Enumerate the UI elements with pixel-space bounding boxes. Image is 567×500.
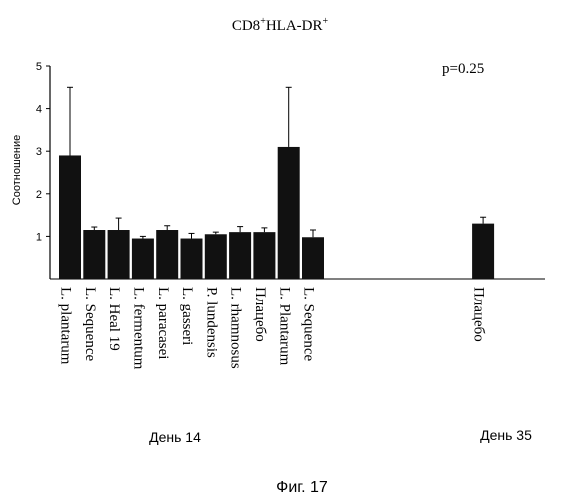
bar <box>83 230 105 279</box>
x-tick-label: L. rhamnosus <box>228 287 244 369</box>
bar <box>59 155 81 279</box>
y-tick-label: 3 <box>36 146 42 158</box>
x-tick-label: L. Sequence <box>82 287 98 361</box>
x-tick-label: L. Sequence <box>301 287 317 361</box>
x-tick-label: Плацебо <box>471 287 487 342</box>
x-tick-label: L. fermentum <box>130 287 146 370</box>
title-mid: HLA-DR <box>266 18 323 34</box>
x-tick-label: Плацебо <box>252 287 268 342</box>
x-tick-label: P. lundensis <box>203 287 219 358</box>
y-tick-label: 5 <box>36 61 42 73</box>
y-tick-label: 1 <box>36 231 42 243</box>
chart-title: CD8+HLA-DR+ <box>232 16 329 34</box>
group-label-day35: День 35 <box>480 427 532 443</box>
y-axis-label: Соотношение <box>11 135 23 205</box>
bar <box>229 232 251 279</box>
title-main: CD8 <box>232 18 260 34</box>
bar <box>132 239 154 279</box>
bar <box>156 230 178 279</box>
group-label-day14: День 14 <box>149 429 201 445</box>
x-tick-label: L. Plantarum <box>276 287 292 366</box>
bar <box>472 224 494 279</box>
x-tick-label: L. paracasei <box>155 287 171 359</box>
x-tick-labels: L. plantarum L. Sequence L. Heal 19 L. ferm… <box>58 287 487 370</box>
bar <box>181 239 203 279</box>
title-sup-2: + <box>323 16 329 27</box>
p-value-annotation: p=0.25 <box>442 61 484 77</box>
bar <box>302 237 324 279</box>
bars <box>59 87 494 279</box>
figure-caption: Фиг. 17 <box>276 479 328 496</box>
x-tick-label: L. gasseri <box>179 287 195 345</box>
bar <box>108 230 130 279</box>
bar <box>278 147 300 279</box>
bar <box>253 232 275 279</box>
x-tick-label: L. Heal 19 <box>106 287 122 351</box>
y-ticks: 1 2 3 4 5 <box>36 61 50 243</box>
x-tick-label: L. plantarum <box>58 287 74 365</box>
y-tick-label: 2 <box>36 189 42 201</box>
bar <box>205 234 227 279</box>
y-tick-label: 4 <box>36 104 42 116</box>
